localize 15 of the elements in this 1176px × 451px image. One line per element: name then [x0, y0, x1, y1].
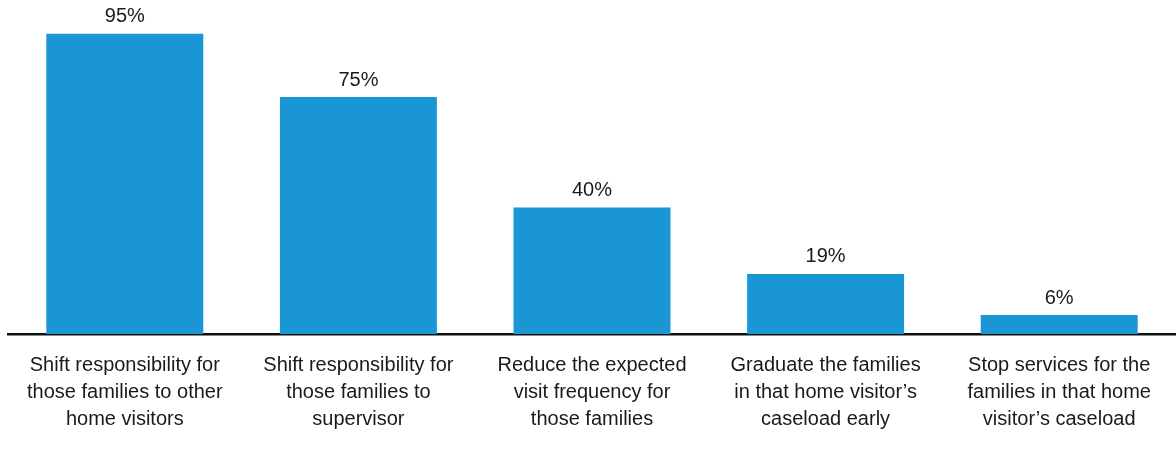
data-label: 19%: [805, 244, 846, 267]
bar: [980, 315, 1138, 334]
data-label: 95%: [104, 4, 146, 27]
x-tick-label: Shift responsibility for those families to supervisor: [263, 353, 454, 430]
data-label: 75%: [338, 67, 379, 90]
x-tick-label: Graduate the families in that home visitor’s caseload early: [730, 353, 921, 430]
bar: [513, 207, 671, 334]
x-tick-label: Stop services for the families in that home visitor’s caseload: [967, 353, 1151, 430]
x-tick-label: Reduce the expected visit frequency for those families: [497, 353, 687, 430]
x-tick-label: Shift responsibility for those families to other home visitors: [26, 353, 223, 430]
data-label: 6%: [1044, 285, 1074, 308]
bar: [279, 97, 437, 334]
bar: [46, 33, 204, 334]
data-label: 40%: [571, 178, 613, 201]
bar: [747, 273, 905, 334]
